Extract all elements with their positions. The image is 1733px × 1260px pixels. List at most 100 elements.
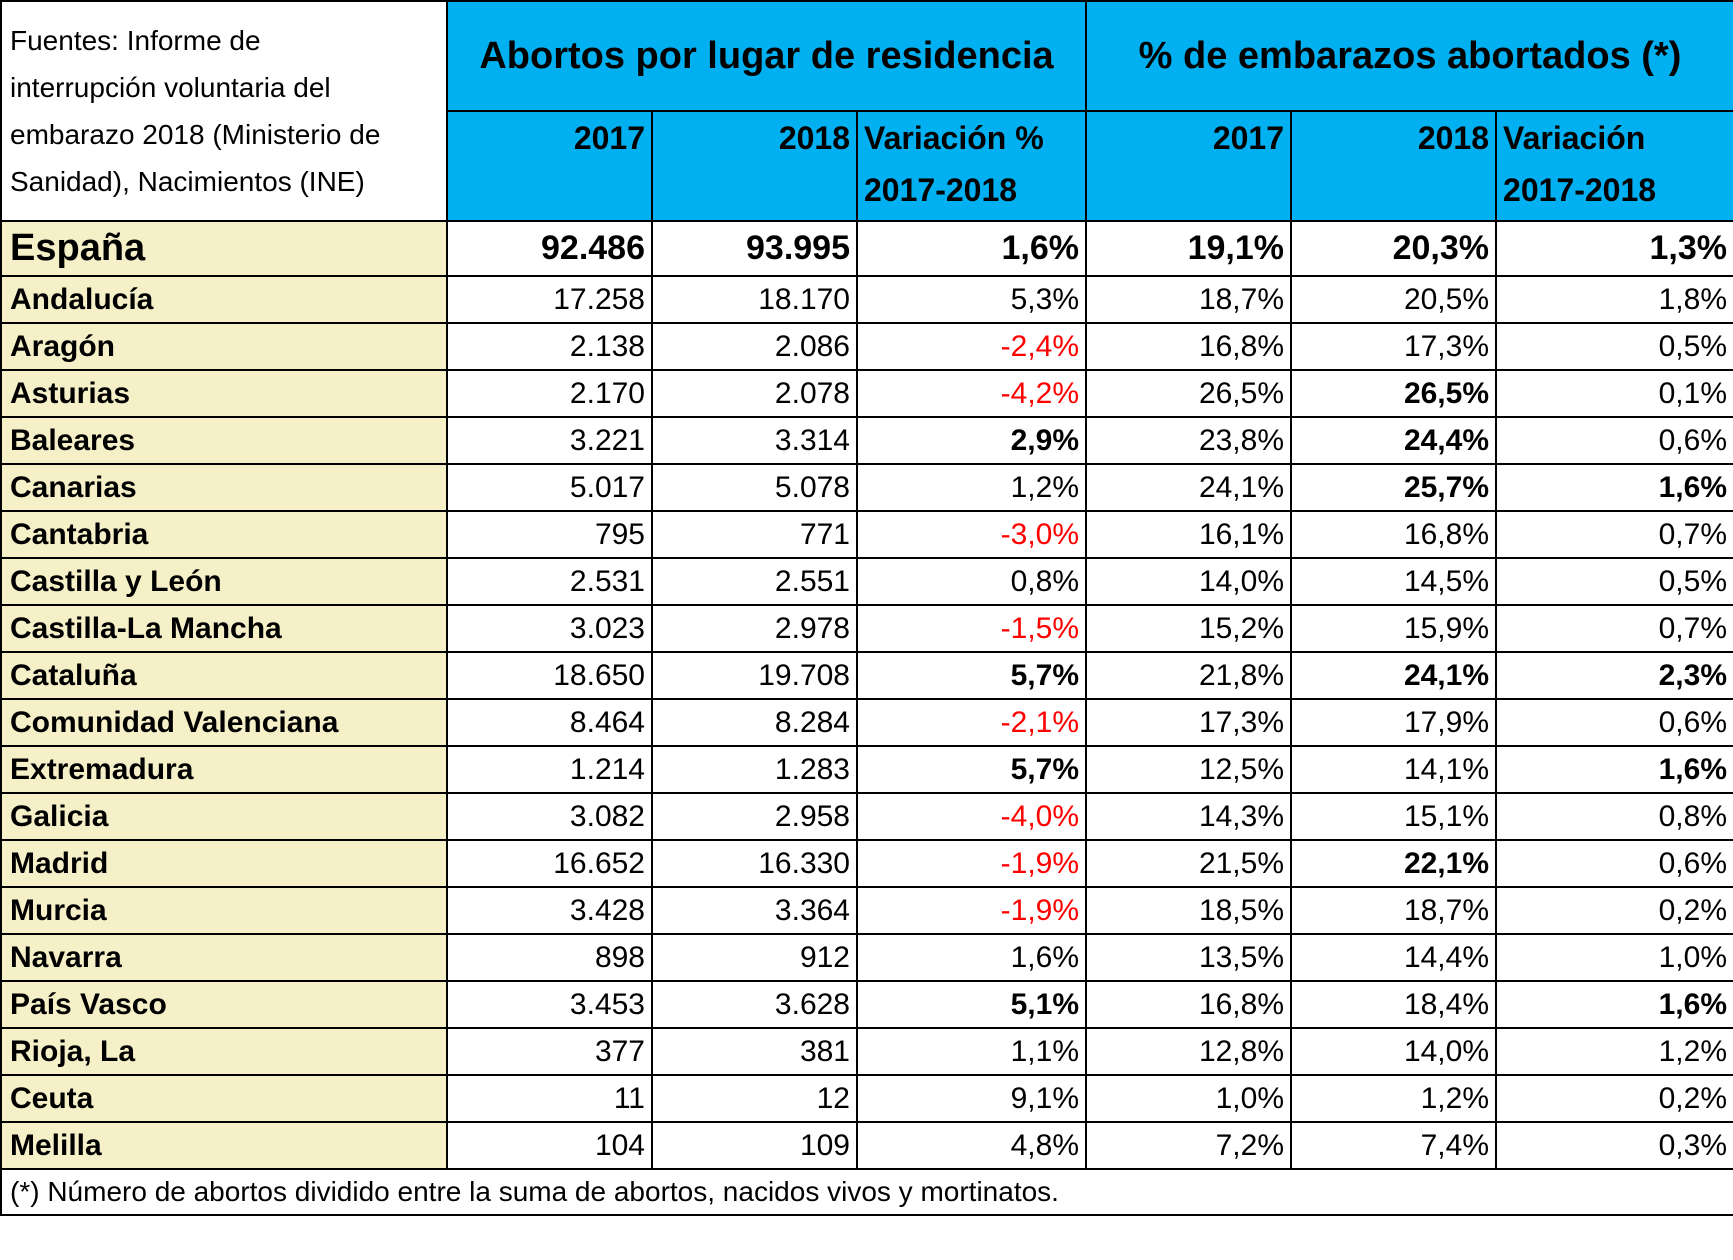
region-name: Castilla y León: [0, 557, 448, 606]
table-cell: 0,6%: [1495, 416, 1733, 465]
table-cell: 18,7%: [1085, 275, 1293, 324]
table-cell: 1,2%: [1290, 1074, 1498, 1123]
table-cell: 16,8%: [1085, 322, 1293, 371]
table-cell: 12,5%: [1085, 745, 1293, 794]
table-cell: 9,1%: [855, 1074, 1088, 1123]
table-cell: 898: [446, 933, 653, 982]
table-cell: -1,9%: [855, 886, 1088, 935]
table-cell: 0,7%: [1495, 604, 1733, 653]
table-row: Cantabria 795 771 -3,0% 16,1% 16,8% 0,7%: [0, 510, 1733, 559]
table-cell: 92.486: [446, 220, 653, 277]
table-cell: 14,0%: [1290, 1027, 1498, 1076]
table-cell: 4,8%: [855, 1121, 1088, 1170]
table-cell: 12,8%: [1085, 1027, 1293, 1076]
table-cell: 3.314: [651, 416, 858, 465]
table-row-total: España 92.486 93.995 1,6% 19,1% 20,3% 1,3%: [0, 220, 1733, 277]
table-row: Rioja, La 377 381 1,1% 12,8% 14,0% 1,2%: [0, 1027, 1733, 1076]
region-name: Aragón: [0, 322, 448, 371]
table-cell: 14,0%: [1085, 557, 1293, 606]
table-cell: 0,6%: [1495, 698, 1733, 747]
table-row: Cataluña 18.650 19.708 5,7% 21,8% 24,1% 2,3%: [0, 651, 1733, 700]
table-cell: 377: [446, 1027, 653, 1076]
table-cell: 1,6%: [855, 220, 1088, 277]
table-cell: 2,3%: [1495, 651, 1733, 700]
region-name: Castilla-La Mancha: [0, 604, 448, 653]
table-cell: 0,5%: [1495, 557, 1733, 606]
table-cell: 23,8%: [1085, 416, 1293, 465]
table-cell: 0,2%: [1495, 886, 1733, 935]
table-cell: 0,2%: [1495, 1074, 1733, 1123]
region-name: Navarra: [0, 933, 448, 982]
table-cell: 16,8%: [1085, 980, 1293, 1029]
table-cell: 2.531: [446, 557, 653, 606]
table-cell: -4,2%: [855, 369, 1088, 418]
table-row: Ceuta 11 12 9,1% 1,0% 1,2% 0,2%: [0, 1074, 1733, 1123]
table-cell: 2.138: [446, 322, 653, 371]
table-cell: 17,9%: [1290, 698, 1498, 747]
table-row: Melilla 104 109 4,8% 7,2% 7,4% 0,3%: [0, 1121, 1733, 1170]
table-row: País Vasco 3.453 3.628 5,1% 16,8% 18,4% 1,6%: [0, 980, 1733, 1029]
footnote: (*) Número de abortos dividido entre la …: [0, 1168, 1733, 1216]
table-cell: 16,8%: [1290, 510, 1498, 559]
table-cell: 7,4%: [1290, 1121, 1498, 1170]
sources-note: Fuentes: Informe de interrupción volunta…: [0, 0, 448, 222]
table-cell: 912: [651, 933, 858, 982]
table-cell: -2,1%: [855, 698, 1088, 747]
table-cell: 1,6%: [1495, 745, 1733, 794]
table-cell: 1,3%: [1495, 220, 1733, 277]
region-name: Andalucía: [0, 275, 448, 324]
table-cell: 14,5%: [1290, 557, 1498, 606]
table-cell: 381: [651, 1027, 858, 1076]
table-row: Andalucía 17.258 18.170 5,3% 18,7% 20,5% 1,8%: [0, 275, 1733, 324]
table-cell: 795: [446, 510, 653, 559]
region-name: Extremadura: [0, 745, 448, 794]
table-cell: 15,1%: [1290, 792, 1498, 841]
table-cell: 0,3%: [1495, 1121, 1733, 1170]
table-cell: 109: [651, 1121, 858, 1170]
sources-line: embarazo 2018 (Ministerio de: [10, 119, 381, 150]
col-header-2018-abortions: 2018: [651, 110, 858, 222]
table-cell: 1,6%: [855, 933, 1088, 982]
table-cell: 14,1%: [1290, 745, 1498, 794]
table-body: España 92.486 93.995 1,6% 19,1% 20,3% 1,3% Anda…: [0, 220, 1733, 1170]
col-header-variation-abortions: Variación % 2017-2018: [855, 110, 1088, 222]
table-cell: 2.551: [651, 557, 858, 606]
table-cell: 2.958: [651, 792, 858, 841]
table-cell: 3.082: [446, 792, 653, 841]
table-cell: 1,6%: [1495, 463, 1733, 512]
table-cell: 1,1%: [855, 1027, 1088, 1076]
table-cell: 7,2%: [1085, 1121, 1293, 1170]
table-cell: 0,8%: [855, 557, 1088, 606]
table-cell: -3,0%: [855, 510, 1088, 559]
table-row: Castilla y León 2.531 2.551 0,8% 14,0% 14,5% 0…: [0, 557, 1733, 606]
table-cell: 14,4%: [1290, 933, 1498, 982]
table-cell: 3.364: [651, 886, 858, 935]
table-cell: 2.978: [651, 604, 858, 653]
table-row: Castilla-La Mancha 3.023 2.978 -1,5% 15,2% 15…: [0, 604, 1733, 653]
table-cell: 8.284: [651, 698, 858, 747]
table-cell: 16.652: [446, 839, 653, 888]
region-name: Ceuta: [0, 1074, 448, 1123]
region-name: Cantabria: [0, 510, 448, 559]
table-row: Aragón 2.138 2.086 -2,4% 16,8% 17,3% 0,5%: [0, 322, 1733, 371]
table-cell: 5,1%: [855, 980, 1088, 1029]
table-cell: 2,9%: [855, 416, 1088, 465]
table-cell: 1.214: [446, 745, 653, 794]
table-cell: 11: [446, 1074, 653, 1123]
table-cell: 3.428: [446, 886, 653, 935]
col-header-variation-percent: Variación 2017-2018: [1495, 110, 1733, 222]
table-row: Comunidad Valenciana 8.464 8.284 -2,1% 17,3%…: [0, 698, 1733, 747]
table-cell: 18,5%: [1085, 886, 1293, 935]
table-cell: 18.650: [446, 651, 653, 700]
table-row: Galicia 3.082 2.958 -4,0% 14,3% 15,1% 0,8%: [0, 792, 1733, 841]
table-cell: 22,1%: [1290, 839, 1498, 888]
table-cell: -1,9%: [855, 839, 1088, 888]
table-cell: 24,1%: [1085, 463, 1293, 512]
region-name: Madrid: [0, 839, 448, 888]
table-cell: 5.078: [651, 463, 858, 512]
table-cell: 19.708: [651, 651, 858, 700]
table-cell: 25,7%: [1290, 463, 1498, 512]
table-cell: 20,3%: [1290, 220, 1498, 277]
table-cell: 24,4%: [1290, 416, 1498, 465]
table-row: Murcia 3.428 3.364 -1,9% 18,5% 18,7% 0,2%: [0, 886, 1733, 935]
